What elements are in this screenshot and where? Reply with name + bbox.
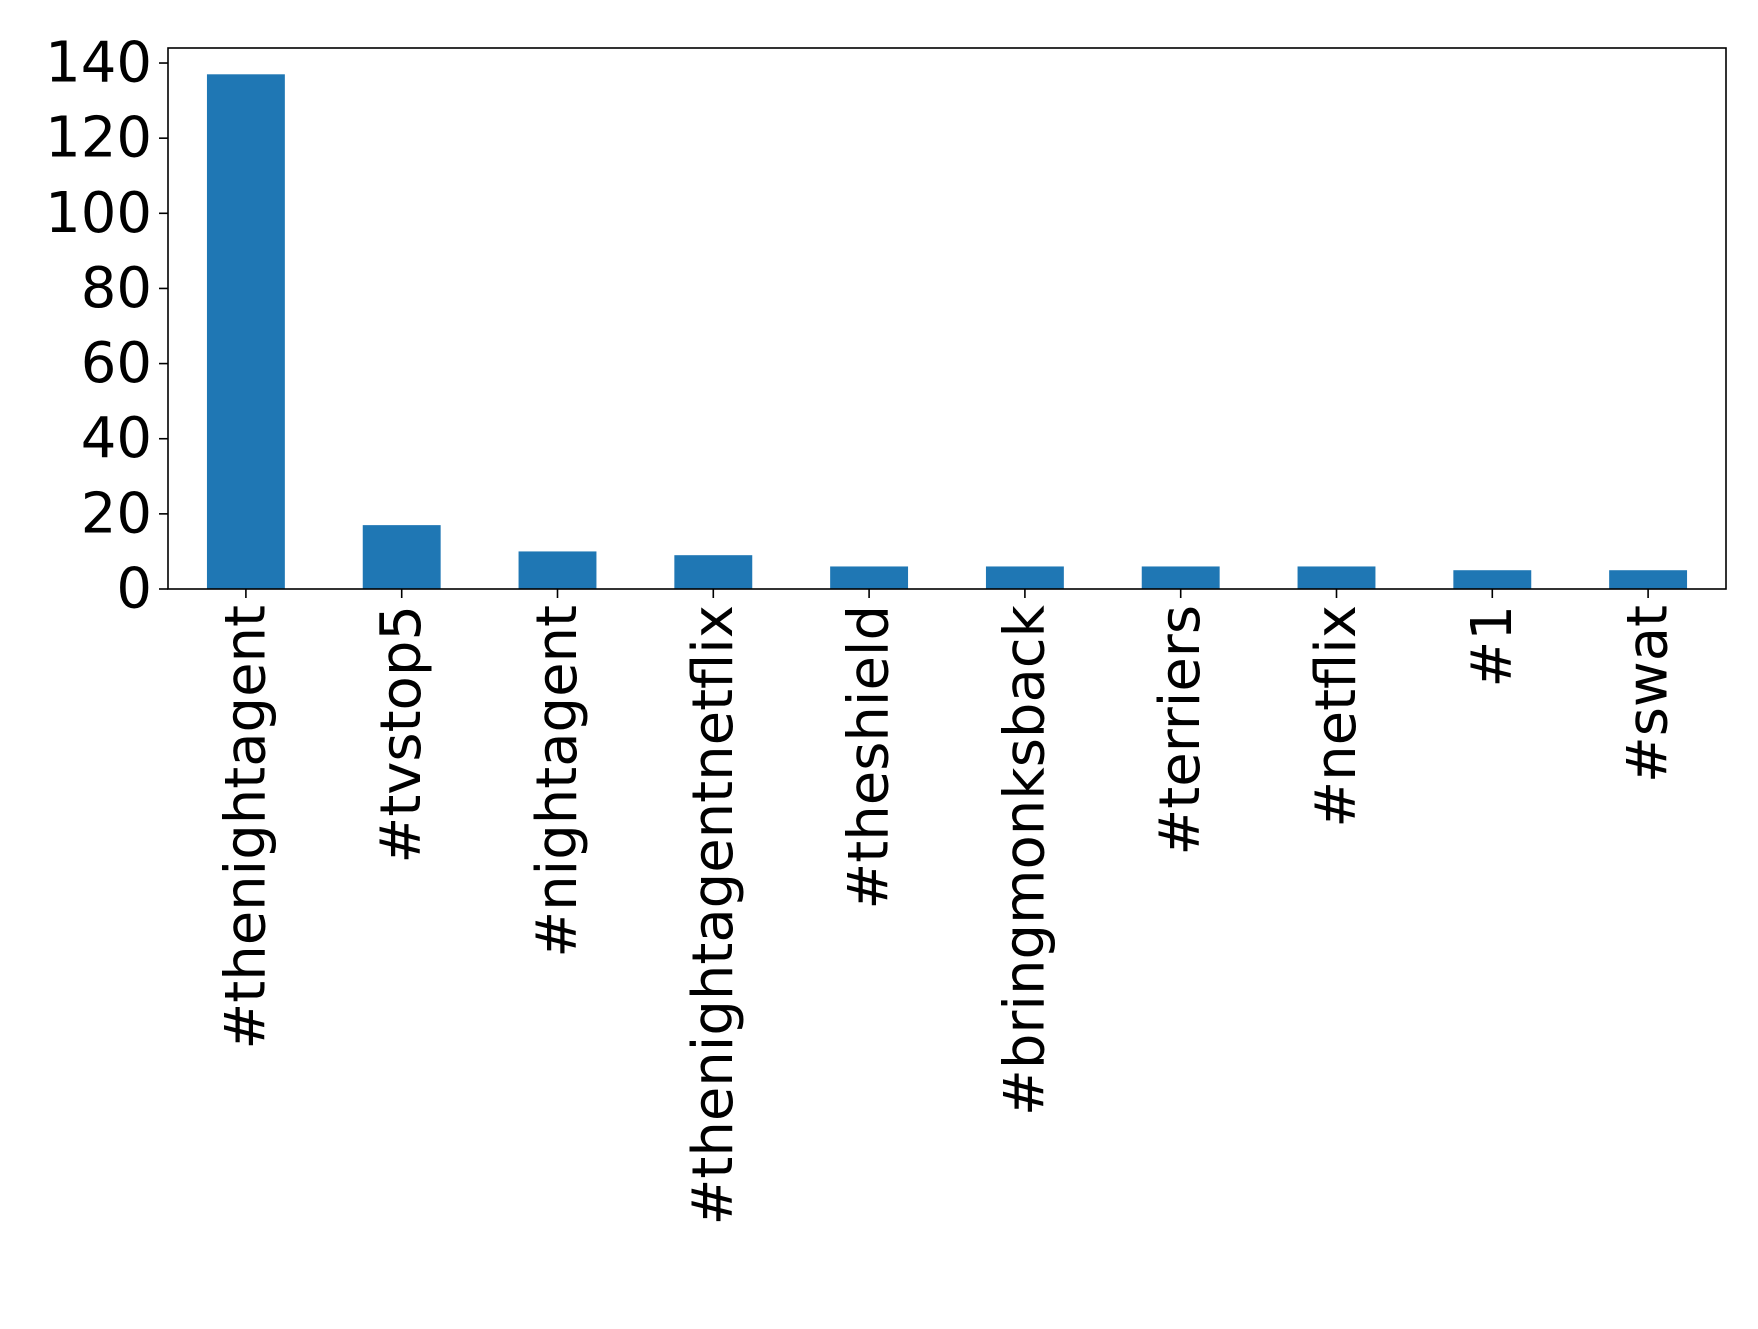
x-axis-ticks: #thenightagent #tvstop5 #nightagent #thenig… (213, 589, 1681, 1226)
x-tick-label-9: #swat (1616, 605, 1681, 783)
x-tick-label-4: #theshield (837, 605, 902, 910)
x-tick-label-7: #netflix (1304, 605, 1369, 828)
y-tick-label-4: 80 (81, 256, 152, 321)
bars-group (206, 74, 1688, 590)
y-axis-ticks: 0 20 40 60 80 100 120 140 (45, 31, 168, 622)
x-tick-label-2: #nightagent (525, 605, 590, 958)
bar-9 (1609, 570, 1688, 589)
bar-0 (206, 74, 285, 590)
x-tick-label-8: #1 (1460, 605, 1525, 688)
bar-5 (985, 566, 1064, 589)
y-tick-label-5: 100 (45, 181, 152, 246)
bar-3 (674, 555, 753, 589)
y-tick-label-1: 20 (81, 481, 152, 546)
bar-6 (1141, 566, 1220, 589)
bar-1 (362, 525, 441, 589)
x-tick-label-3: #thenightagentnetflix (681, 605, 746, 1226)
y-tick-label-6: 120 (45, 106, 152, 171)
y-tick-label-0: 0 (116, 557, 152, 622)
bar-4 (830, 566, 909, 589)
x-tick-label-0: #thenightagent (213, 605, 278, 1050)
bar-2 (518, 551, 597, 589)
y-tick-label-7: 140 (45, 31, 152, 96)
bar-7 (1297, 566, 1376, 589)
x-tick-label-5: #bringmonksback (992, 604, 1057, 1116)
plot-area-frame (167, 47, 1727, 590)
bar-8 (1453, 570, 1532, 589)
y-tick-label-3: 60 (81, 331, 152, 396)
x-tick-label-6: #terriers (1148, 605, 1213, 856)
x-tick-label-1: #tvstop5 (369, 605, 434, 864)
y-tick-label-2: 40 (81, 406, 152, 471)
